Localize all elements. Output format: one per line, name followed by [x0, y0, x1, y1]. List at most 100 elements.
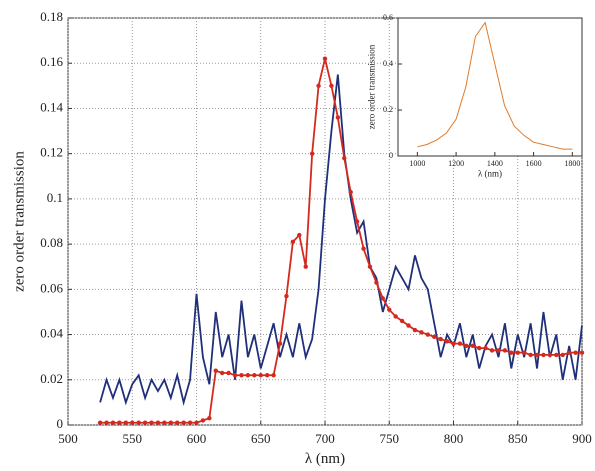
data-point: [220, 370, 225, 376]
data-point: [541, 352, 546, 358]
data-point: [168, 420, 173, 425]
data-point: [515, 350, 520, 355]
y-tick-label: 0.08: [40, 235, 63, 250]
y-axis-label: zero order transmission: [366, 44, 376, 129]
data-point: [123, 420, 129, 425]
data-line: [100, 58, 582, 424]
data-point: [464, 343, 469, 349]
data-point: [175, 420, 180, 425]
y-tick-label: 0.12: [40, 145, 63, 160]
data-point: [97, 420, 103, 425]
x-tick-label: 1400: [487, 159, 503, 168]
data-point: [483, 345, 488, 351]
x-tick-label: 750: [380, 431, 400, 446]
data-point: [245, 373, 251, 378]
data-point: [271, 373, 276, 378]
data-point: [335, 115, 341, 120]
x-tick-label: 500: [58, 431, 78, 446]
data-point: [110, 420, 116, 425]
data-point: [277, 341, 283, 346]
data-point: [149, 420, 154, 425]
y-tick-label: 0.14: [40, 99, 63, 114]
data-point: [438, 336, 443, 342]
data-point: [547, 352, 553, 358]
data-point: [509, 350, 514, 355]
data-point: [194, 420, 199, 425]
data-point: [322, 56, 328, 61]
data-point: [502, 348, 508, 353]
x-tick-label: 900: [572, 431, 592, 446]
data-point: [239, 373, 244, 378]
data-point: [521, 350, 527, 355]
data-point: [406, 323, 411, 328]
data-point: [200, 418, 206, 423]
data-point: [130, 420, 135, 425]
y-tick-label: 0.6: [383, 13, 393, 22]
data-point: [207, 416, 212, 421]
plot-area: [397, 17, 583, 157]
x-tick-label: 700: [315, 431, 335, 446]
data-point: [213, 368, 218, 373]
data-line: [417, 21, 573, 150]
y-tick-label: 0: [389, 151, 393, 160]
data-point: [412, 327, 418, 333]
data-point: [387, 307, 392, 312]
x-tick-label: 1200: [448, 159, 464, 168]
data-point: [316, 83, 321, 89]
data-point: [136, 420, 141, 425]
data-point: [399, 318, 405, 324]
data-point: [380, 296, 386, 301]
data-point: [303, 264, 308, 269]
data-point: [104, 420, 109, 425]
data-point: [573, 350, 578, 355]
y-tick-label: 0: [57, 416, 64, 431]
x-tick-label: 800: [444, 431, 464, 446]
data-line: [99, 74, 583, 406]
data-point: [528, 352, 533, 358]
data-point: [354, 219, 360, 224]
y-tick-label: 0.04: [40, 326, 63, 341]
data-point: [367, 264, 373, 269]
y-tick-label: 0.2: [383, 105, 393, 114]
data-point: [374, 280, 379, 285]
x-tick-label: 650: [251, 431, 271, 446]
data-point: [284, 293, 289, 299]
data-point: [187, 420, 193, 425]
data-point: [155, 420, 161, 425]
data-point: [117, 420, 122, 425]
data-point: [451, 341, 456, 346]
data-point: [425, 332, 430, 337]
data-point: [554, 352, 559, 358]
x-axis-label: λ (nm): [478, 168, 502, 178]
data-point: [329, 83, 334, 89]
x-tick-label: 850: [508, 431, 528, 446]
data-point: [534, 352, 540, 358]
data-point: [142, 420, 148, 425]
x-axis-label: λ (nm): [305, 451, 345, 467]
data-point: [309, 151, 315, 156]
data-point: [457, 341, 463, 346]
data-point: [393, 314, 398, 319]
data-point: [470, 343, 475, 349]
data-point: [290, 239, 296, 245]
y-tick-label: 0.18: [40, 9, 63, 24]
data-point: [342, 155, 347, 161]
data-point: [477, 345, 482, 351]
data-point: [444, 339, 450, 344]
data-point: [264, 373, 270, 378]
x-tick-label: 1800: [564, 159, 580, 168]
data-point: [496, 348, 501, 353]
data-point: [560, 352, 565, 358]
y-tick-label: 0.02: [40, 371, 63, 386]
data-point: [232, 373, 238, 378]
data-point: [579, 350, 585, 355]
data-point: [489, 348, 495, 353]
data-point: [252, 373, 257, 378]
data-point: [419, 330, 424, 335]
x-tick-label: 1600: [526, 159, 542, 168]
data-point: [361, 246, 366, 251]
data-point: [162, 420, 167, 425]
data-point: [297, 232, 302, 238]
data-point: [226, 370, 231, 376]
y-tick-label: 0.06: [40, 280, 63, 295]
